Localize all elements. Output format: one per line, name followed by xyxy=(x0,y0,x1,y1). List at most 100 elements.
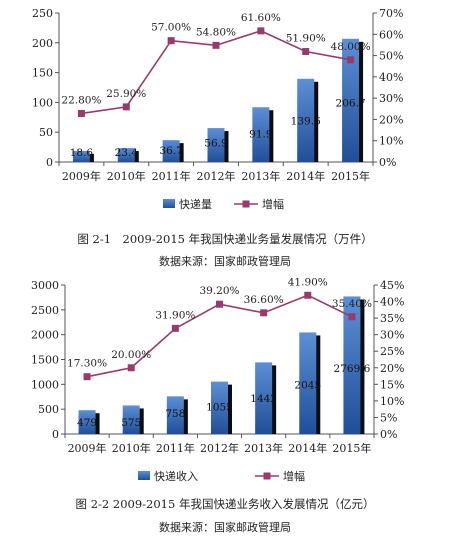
x-tick-label: 2009年 xyxy=(62,169,101,183)
bar-value-label: 575 xyxy=(121,417,141,429)
x-tick-label: 2010年 xyxy=(112,441,151,455)
legend-line-marker xyxy=(263,472,271,480)
y-tick-label-right: 25% xyxy=(380,345,404,358)
y-tick-label-right: 50% xyxy=(379,50,403,63)
growth-value-label: 35.40% xyxy=(332,298,372,310)
growth-point xyxy=(304,291,312,299)
y-tick-label-left: 2000 xyxy=(31,329,59,342)
x-tick-label: 2015年 xyxy=(331,169,370,183)
x-tick-label: 2014年 xyxy=(286,169,325,183)
x-tick-label: 2009年 xyxy=(68,441,107,455)
y-tick-label-right: 5% xyxy=(380,411,397,424)
bar xyxy=(211,381,228,434)
growth-value-label: 20.00% xyxy=(111,349,151,361)
bar-value-label: 139.6 xyxy=(291,116,321,128)
bar-value-label: 2769.6 xyxy=(334,363,371,375)
bar xyxy=(122,405,140,434)
growth-point xyxy=(212,41,220,49)
legend-line-label: 增幅 xyxy=(283,469,305,483)
x-tick-label: 2010年 xyxy=(107,169,146,183)
y-tick-label-right: 30% xyxy=(380,329,404,342)
bar-value-label: 23.4 xyxy=(115,147,139,159)
bar xyxy=(299,332,317,434)
growth-value-label: 25.90% xyxy=(106,88,146,100)
chart-express-revenue: 0 500 1000 1500 2000 2500 3000 0% 5% 10% 15% 20% 25%… xyxy=(31,276,404,483)
y-tick-label-left: 500 xyxy=(38,403,59,416)
growth-point xyxy=(167,37,175,45)
growth-value-label: 36.60% xyxy=(244,294,284,306)
growth-value-label: 31.90% xyxy=(155,309,195,321)
y-tick-label-right: 20% xyxy=(379,113,403,126)
y-tick-label-right: 10% xyxy=(380,395,404,408)
bar-value-label: 1055 xyxy=(206,401,233,413)
growth-value-label: 22.80% xyxy=(61,94,101,106)
y-tick-label-left: 1000 xyxy=(31,378,59,391)
y-tick-label-right: 0% xyxy=(380,428,397,441)
growth-value-label: 61.60% xyxy=(241,12,281,24)
bar xyxy=(342,38,360,162)
y-tick-label-left: 50 xyxy=(39,126,53,139)
growth-value-label: 48.00% xyxy=(331,41,371,53)
chart-express-volume: 0 50 100 150 200 250 0% 10% 20% 30% 40% 50% 60% 70% 20… xyxy=(32,7,403,211)
chart1-caption: 图 2-1 2009-2015 年我国快递业务量发展情况（万件） xyxy=(77,232,373,246)
growth-point xyxy=(260,309,268,317)
chart1-source: 数据来源：国家邮政管理局 xyxy=(159,255,291,268)
bar xyxy=(78,410,96,434)
bar-value-label: 2045 xyxy=(294,379,321,391)
bar xyxy=(162,140,180,162)
legend-line-marker xyxy=(242,200,250,208)
bar-value-label: 758 xyxy=(165,408,185,420)
growth-point xyxy=(122,103,130,111)
bar xyxy=(297,78,315,162)
y-tick-label-right: 20% xyxy=(380,362,404,375)
y-tick-label-left: 150 xyxy=(32,67,53,80)
bar xyxy=(72,150,90,162)
y-tick-label-right: 45% xyxy=(380,279,404,292)
growth-point xyxy=(347,56,355,64)
y-tick-label-left: 200 xyxy=(32,37,53,50)
y-tick-label-right: 35% xyxy=(380,312,404,325)
bar-value-label: 18.6 xyxy=(70,147,94,159)
x-tick-label: 2012年 xyxy=(200,441,239,455)
x-tick-label: 2015年 xyxy=(332,441,371,455)
legend-bar-label: 快递收入 xyxy=(154,469,198,483)
growth-value-label: 57.00% xyxy=(151,22,191,34)
growth-point xyxy=(302,48,310,56)
bar-value-label: 1442 xyxy=(250,393,277,405)
y-tick-label-right: 60% xyxy=(379,28,403,41)
bar xyxy=(207,128,225,162)
bar-value-label: 91.9 xyxy=(249,128,272,140)
x-tick-label: 2014年 xyxy=(288,441,327,455)
y-tick-label-right: 30% xyxy=(379,92,403,105)
growth-value-label: 54.80% xyxy=(196,26,236,38)
y-tick-label-right: 10% xyxy=(379,135,403,148)
x-tick-label: 2013年 xyxy=(241,169,280,183)
y-tick-label-left: 3000 xyxy=(31,279,59,292)
y-tick-label-left: 100 xyxy=(32,96,53,109)
growth-point xyxy=(77,109,85,117)
y-tick-label-right: 15% xyxy=(380,378,404,391)
legend-bar-swatch xyxy=(138,471,150,480)
y-tick-label-right: 0% xyxy=(379,156,396,169)
growth-value-label: 17.30% xyxy=(67,358,107,370)
legend-line-label: 增幅 xyxy=(262,197,284,211)
legend-bar-swatch xyxy=(163,199,175,208)
y-tick-label-right: 40% xyxy=(380,296,404,309)
x-tick-label: 2011年 xyxy=(152,169,191,183)
growth-value-label: 41.90% xyxy=(288,276,328,288)
growth-point xyxy=(216,300,223,308)
y-tick-label-left: 0 xyxy=(46,156,53,169)
bar xyxy=(117,148,135,162)
growth-point xyxy=(171,324,179,332)
growth-point xyxy=(127,364,135,372)
y-tick-label-left: 1500 xyxy=(31,354,59,367)
growth-point xyxy=(83,373,91,381)
bar xyxy=(343,296,361,434)
growth-point xyxy=(348,313,356,321)
bar-value-label: 36.7 xyxy=(159,145,182,157)
bar-value-label: 479 xyxy=(77,417,97,429)
y-tick-label-left: 2500 xyxy=(31,304,59,317)
bar xyxy=(255,362,273,434)
chart2-caption: 图 2-2 2009-2015 年我国快递业务收入发展情况（亿元） xyxy=(75,497,375,511)
y-tick-label-right: 70% xyxy=(379,7,403,20)
